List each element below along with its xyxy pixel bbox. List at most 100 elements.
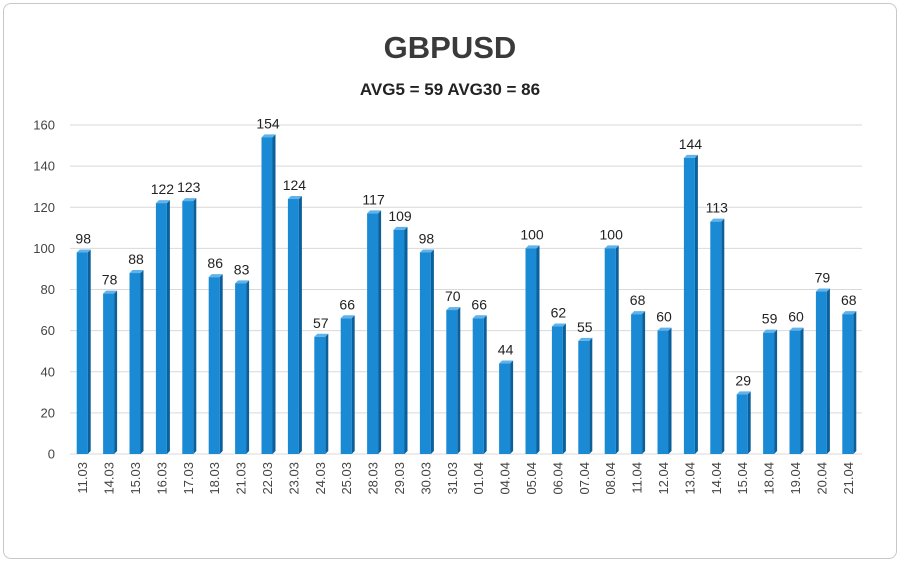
bar-side xyxy=(510,360,514,454)
bar xyxy=(287,196,302,454)
bar-top xyxy=(551,323,566,327)
bar-side xyxy=(298,196,302,454)
data-label: 154 xyxy=(256,115,280,131)
x-tick-label: 23.03 xyxy=(286,462,301,495)
bar-side xyxy=(642,311,646,454)
data-label: 62 xyxy=(551,305,567,321)
bar xyxy=(657,327,672,454)
bar-side xyxy=(800,327,804,454)
data-label: 86 xyxy=(207,255,223,271)
x-tick-label: 15.03 xyxy=(128,462,143,495)
y-tick-label: 120 xyxy=(33,200,55,215)
data-label: 68 xyxy=(630,292,646,308)
bar xyxy=(842,311,857,454)
bar-top xyxy=(129,270,144,274)
bar-top xyxy=(578,337,593,341)
data-label: 117 xyxy=(362,191,385,207)
bar-front xyxy=(76,252,88,454)
bar-side xyxy=(615,245,619,454)
bar xyxy=(525,245,540,454)
bar-front xyxy=(182,201,194,454)
bar-front xyxy=(789,330,801,454)
x-tick-label: 31.03 xyxy=(445,462,460,495)
bar xyxy=(551,323,566,454)
bar xyxy=(208,274,223,454)
y-axis-ticks: 0 20 40 60 80 100 120 140 160 xyxy=(33,118,55,462)
data-label: 60 xyxy=(788,309,804,325)
bar-top xyxy=(763,329,778,333)
x-tick-label: 14.04 xyxy=(709,462,724,495)
bar-front xyxy=(393,229,405,454)
x-tick-label: 20.04 xyxy=(814,462,829,495)
bar-side xyxy=(325,333,329,454)
bar-front xyxy=(525,248,537,454)
x-tick-label: 14.03 xyxy=(102,462,117,495)
x-tick-label: 18.04 xyxy=(762,462,777,495)
bar-front xyxy=(815,291,827,454)
bar-front xyxy=(235,283,247,454)
x-tick-label: 11.04 xyxy=(630,462,645,494)
bar-front xyxy=(472,318,484,454)
x-tick-label: 24.03 xyxy=(313,462,328,495)
bar-front xyxy=(208,277,220,454)
bar-top xyxy=(604,245,619,249)
y-tick-label: 140 xyxy=(33,159,55,174)
bar-top xyxy=(446,307,461,311)
data-label: 70 xyxy=(445,288,461,304)
bar xyxy=(367,210,382,454)
x-tick-label: 11.03 xyxy=(75,462,90,494)
data-label: 88 xyxy=(128,251,144,267)
bar xyxy=(235,280,250,454)
y-tick-label: 0 xyxy=(48,447,55,462)
bar-top xyxy=(367,210,382,214)
bar-top xyxy=(472,315,487,319)
data-label: 98 xyxy=(419,230,435,246)
bar-side xyxy=(378,210,382,454)
bar-top xyxy=(182,198,197,202)
bar-top xyxy=(235,280,250,284)
data-label: 66 xyxy=(471,296,487,312)
data-label: 78 xyxy=(102,272,118,288)
bar-side xyxy=(140,270,144,454)
x-tick-label: 13.04 xyxy=(682,462,697,495)
bar xyxy=(340,315,355,454)
y-tick-label: 160 xyxy=(33,118,55,133)
bar xyxy=(578,337,593,454)
bar-side xyxy=(668,327,672,454)
bar-front xyxy=(842,314,854,454)
x-tick-label: 07.04 xyxy=(577,462,592,495)
bar xyxy=(710,218,725,454)
y-tick-label: 80 xyxy=(41,282,55,297)
bar-top xyxy=(261,134,276,138)
y-tick-label: 20 xyxy=(41,405,55,420)
data-label: 66 xyxy=(339,296,355,312)
bar xyxy=(129,270,144,454)
bar-top xyxy=(314,333,329,337)
bar-top xyxy=(340,315,355,319)
x-tick-label: 17.03 xyxy=(181,462,196,495)
bar-top xyxy=(657,327,672,331)
bar-side xyxy=(694,154,698,454)
chart-frame xyxy=(3,3,897,559)
bar-top xyxy=(76,249,91,253)
data-label: 124 xyxy=(283,177,307,193)
bar-side xyxy=(114,290,118,454)
bar-front xyxy=(103,293,115,454)
bar-side xyxy=(430,249,434,454)
bar-side xyxy=(589,337,593,454)
bar xyxy=(446,307,461,454)
bar-top xyxy=(525,245,540,249)
bar-front xyxy=(683,157,695,454)
data-label: 109 xyxy=(388,208,412,224)
chart-title: GBPUSD xyxy=(383,30,517,65)
x-tick-label: 04.04 xyxy=(498,462,513,495)
data-label: 100 xyxy=(520,226,544,242)
x-tick-label: 28.03 xyxy=(366,462,381,495)
bar xyxy=(631,311,646,454)
bar-front xyxy=(631,314,643,454)
bar-side xyxy=(193,198,197,454)
bar-top xyxy=(393,226,408,230)
bar-top xyxy=(842,311,857,315)
